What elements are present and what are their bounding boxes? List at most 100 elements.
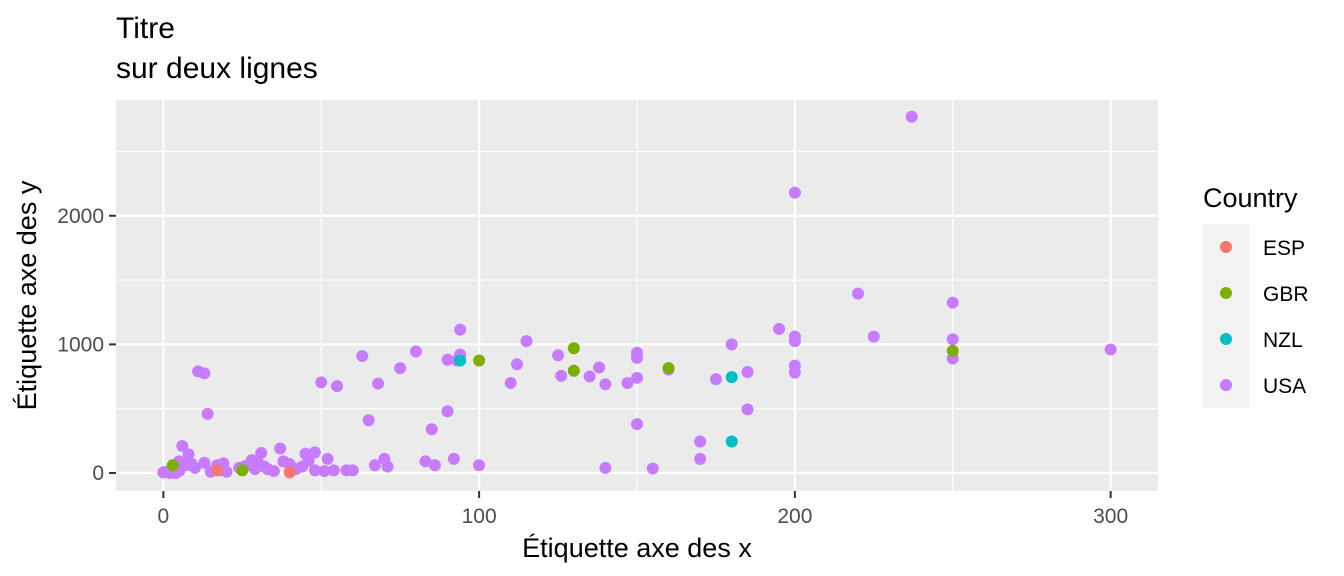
data-point-esp [211, 464, 224, 477]
data-point-usa [356, 349, 369, 362]
data-point-usa [346, 464, 359, 477]
data-point-usa [428, 459, 441, 472]
data-point-usa [788, 186, 801, 199]
data-point-usa [788, 366, 801, 379]
data-point-usa [267, 465, 280, 478]
data-point-gbr [567, 364, 580, 377]
x-tick-label: 0 [158, 505, 170, 528]
data-point-usa [454, 323, 467, 336]
data-point-usa [709, 373, 722, 386]
data-point-usa [182, 448, 195, 461]
x-tick-label: 200 [777, 505, 812, 528]
chart-title-line-1: Titre [116, 12, 175, 45]
data-point-usa [419, 455, 432, 468]
data-point-usa [362, 414, 375, 427]
data-point-usa [441, 353, 454, 366]
data-point-usa [220, 465, 233, 478]
data-point-usa [255, 447, 268, 460]
data-point-usa [441, 405, 454, 418]
data-point-usa [621, 376, 634, 389]
x-axis-title: Étiquette axe des x [522, 533, 752, 563]
data-point-usa [946, 296, 959, 309]
legend-key-gbr [1220, 287, 1232, 299]
data-point-usa [1104, 343, 1117, 356]
x-tick-label: 300 [1093, 505, 1128, 528]
legend-key-usa [1220, 379, 1232, 391]
legend-label-nzl: NZL [1263, 329, 1303, 352]
legend-label-gbr: GBR [1263, 283, 1309, 306]
data-point-usa [599, 461, 612, 474]
data-point-usa [946, 333, 959, 346]
data-point-gbr [473, 354, 486, 367]
data-point-usa [302, 454, 315, 467]
data-point-usa [381, 460, 394, 473]
data-point-usa [741, 366, 754, 379]
plot-panel [116, 100, 1158, 491]
data-point-usa [394, 362, 407, 375]
data-point-usa [552, 349, 565, 362]
data-point-gbr [166, 459, 179, 472]
data-point-esp [283, 466, 296, 479]
legend-key-esp [1220, 241, 1232, 253]
data-point-usa [176, 439, 189, 452]
data-point-usa [331, 380, 344, 393]
y-tick-label: 1000 [57, 333, 104, 356]
y-axis-title: Étiquette axe des y [12, 180, 42, 410]
data-point-usa [315, 376, 328, 389]
data-point-usa [631, 371, 643, 384]
data-point-usa [321, 452, 334, 465]
legend-label-usa: USA [1263, 375, 1306, 398]
legend-entries: ESP GBR NZL USA [1220, 237, 1309, 398]
legend-key-nzl [1220, 333, 1232, 345]
data-point-usa [555, 369, 568, 382]
x-tick-label: 100 [462, 505, 497, 528]
legend-keys-background [1203, 224, 1249, 408]
data-point-gbr [236, 464, 249, 477]
data-point-usa [318, 465, 331, 478]
data-point-usa [694, 435, 707, 448]
data-point-gbr [567, 342, 580, 355]
data-point-usa [368, 459, 381, 472]
data-point-usa [188, 461, 201, 474]
data-point-usa [646, 462, 659, 475]
data-point-gbr [946, 344, 959, 357]
data-point-usa [773, 322, 786, 335]
data-point-usa [905, 110, 918, 123]
legend-label-esp: ESP [1263, 237, 1305, 260]
data-point-usa [372, 377, 385, 390]
data-point-usa [201, 407, 214, 420]
data-point-usa [867, 330, 880, 343]
chart-title-line-2: sur deux lignes [116, 52, 318, 85]
data-point-usa [409, 345, 422, 358]
data-point-usa [308, 446, 321, 459]
data-point-usa [425, 423, 438, 436]
data-point-usa [631, 418, 643, 431]
data-point-usa [327, 464, 340, 477]
y-axis: 0 1000 2000 [57, 205, 116, 485]
minor-gridlines [116, 100, 1158, 491]
data-point-nzl [454, 354, 467, 367]
data-point-usa [741, 403, 754, 416]
data-point-usa [631, 351, 643, 364]
y-tick-label: 2000 [57, 205, 104, 228]
data-point-usa [593, 361, 606, 374]
data-point-usa [694, 452, 707, 465]
data-point-usa [852, 287, 865, 300]
y-tick-label: 0 [92, 462, 104, 485]
data-point-usa [198, 367, 211, 380]
data-point-usa [520, 335, 533, 348]
data-point-usa [274, 442, 287, 455]
data-point-usa [504, 376, 517, 389]
x-axis: 0 100 200 300 [158, 491, 1128, 528]
data-point-usa [725, 338, 738, 351]
data-point-usa [473, 459, 486, 472]
data-point-usa [583, 370, 596, 383]
data-points [157, 110, 1117, 479]
data-point-gbr [662, 362, 675, 375]
data-point-usa [447, 452, 460, 465]
data-point-usa [308, 464, 321, 477]
data-point-usa [198, 456, 211, 469]
legend-title: Country [1203, 183, 1298, 213]
data-point-nzl [725, 435, 738, 448]
